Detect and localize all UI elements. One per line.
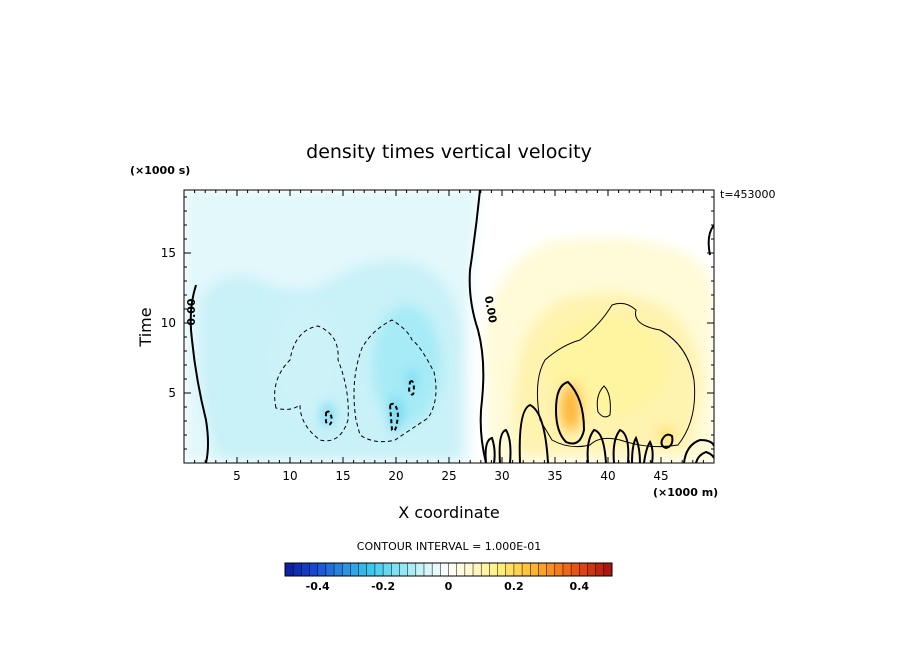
contour-label-middle: 0.00 [482,295,500,324]
colorbar-cell [301,563,310,576]
colorbar-cell [383,563,392,576]
colorbar-cell [432,563,441,576]
colorbar-cell [587,563,596,576]
colorbar-cell [522,563,531,576]
colorbar-cell [285,563,294,576]
negative-contour-small-c [407,380,416,396]
negative-contour-small-b [388,402,400,432]
colorbar-cell [505,563,515,576]
colorbar-cell [407,563,417,576]
y-unit-label: (×1000 s) [130,164,190,177]
x-tick-label: 10 [282,469,297,483]
zero-contour-middle [468,190,487,463]
colorbar-cell [342,563,351,576]
feature-blob [372,305,441,425]
bottom-loops [484,403,714,463]
colorbar-ticks: -0.4 -0.2 0 0.2 0.4 [306,580,590,593]
x-axis-label: X coordinate [398,503,499,522]
negative-contour-right [353,319,437,443]
feature-blobs [271,298,673,443]
feature-blob [560,383,581,431]
colorbar-frame [284,562,613,577]
y-axis: 5 10 15 [161,196,714,450]
colorbar-cell [456,563,466,576]
colorbar-cell [571,563,580,576]
colorbar-cell [579,563,588,576]
contour-lines [189,190,714,463]
y-axis-label: Time [136,307,155,347]
colorbar-cell [464,563,474,576]
colorbar-cell [440,563,449,576]
colorbar-cell [448,563,457,576]
x-tick-label: 35 [547,469,562,483]
y-tick-label: 10 [161,316,176,330]
colorbar-cell [562,563,572,576]
colorbar-cell [481,563,490,576]
colorbar-cell [293,563,302,576]
colorbar-cell [350,563,359,576]
y-tick-label: 5 [168,386,176,400]
positive-contour-outer [536,302,696,448]
colorbar-cell [415,563,425,576]
colorbar-cell [325,563,335,576]
x-tick-label: 15 [335,469,350,483]
positive-contour-mid [596,385,611,418]
colorbar-tick-label: 0 [445,580,453,593]
positive-contour-small [660,433,674,450]
colorbar-cell [317,563,327,576]
feature-blob [322,402,333,426]
x-tick-label: 25 [441,469,456,483]
time-stamp-label: t=453000 [720,188,776,201]
x-tick-label: 40 [600,469,615,483]
feature-blob [548,315,668,415]
positive-contour-inner [554,380,586,445]
colorbar-cell [334,563,343,576]
colorbar-cell [309,563,318,576]
x-tick-label: 45 [653,469,668,483]
y-tick-label: 15 [161,246,176,260]
colorbar-cell [595,563,605,576]
colorbar-cell [513,563,523,576]
colorbar-cell [374,563,384,576]
negative-contour-small-a [325,410,334,426]
contour-label-left: 0.00 [185,298,198,325]
colorbar-cell [554,563,564,576]
colorbar-cell [366,563,376,576]
colorbar-cell [473,563,482,576]
colorbar [284,563,613,576]
colorbar-cell [603,563,613,576]
negative-contour-left [274,325,349,442]
colorbar-cell [399,563,408,576]
chart-title: density times vertical velocity [306,141,592,163]
x-tick-label: 20 [388,469,403,483]
x-axis: 5 10 15 20 25 30 35 40 45 [194,190,704,483]
zero-contour-right-edge [707,224,714,256]
colorbar-tick-label: 0.2 [504,580,524,593]
colorbar-cell [538,563,547,576]
contour-interval-label: CONTOUR INTERVAL = 1.000E-01 [357,540,541,553]
colorbar-cell [530,563,539,576]
colorbar-tick-label: -0.4 [306,580,330,593]
colorbar-cell [546,563,556,576]
colorbar-cell [489,563,498,576]
colorbar-tick-label: -0.2 [371,580,395,593]
feature-blob [391,396,401,432]
colorbar-cell [423,563,433,576]
zero-contour-left [189,284,209,463]
colorbar-cell [358,563,368,576]
colorbar-tick-label: 0.4 [570,580,590,593]
x-tick-label: 30 [494,469,509,483]
x-tick-label: 5 [233,469,241,483]
colorbar-cell [497,563,507,576]
x-unit-label: (×1000 m) [653,486,718,499]
colorbar-cell [391,563,400,576]
feature-blob [271,298,340,418]
